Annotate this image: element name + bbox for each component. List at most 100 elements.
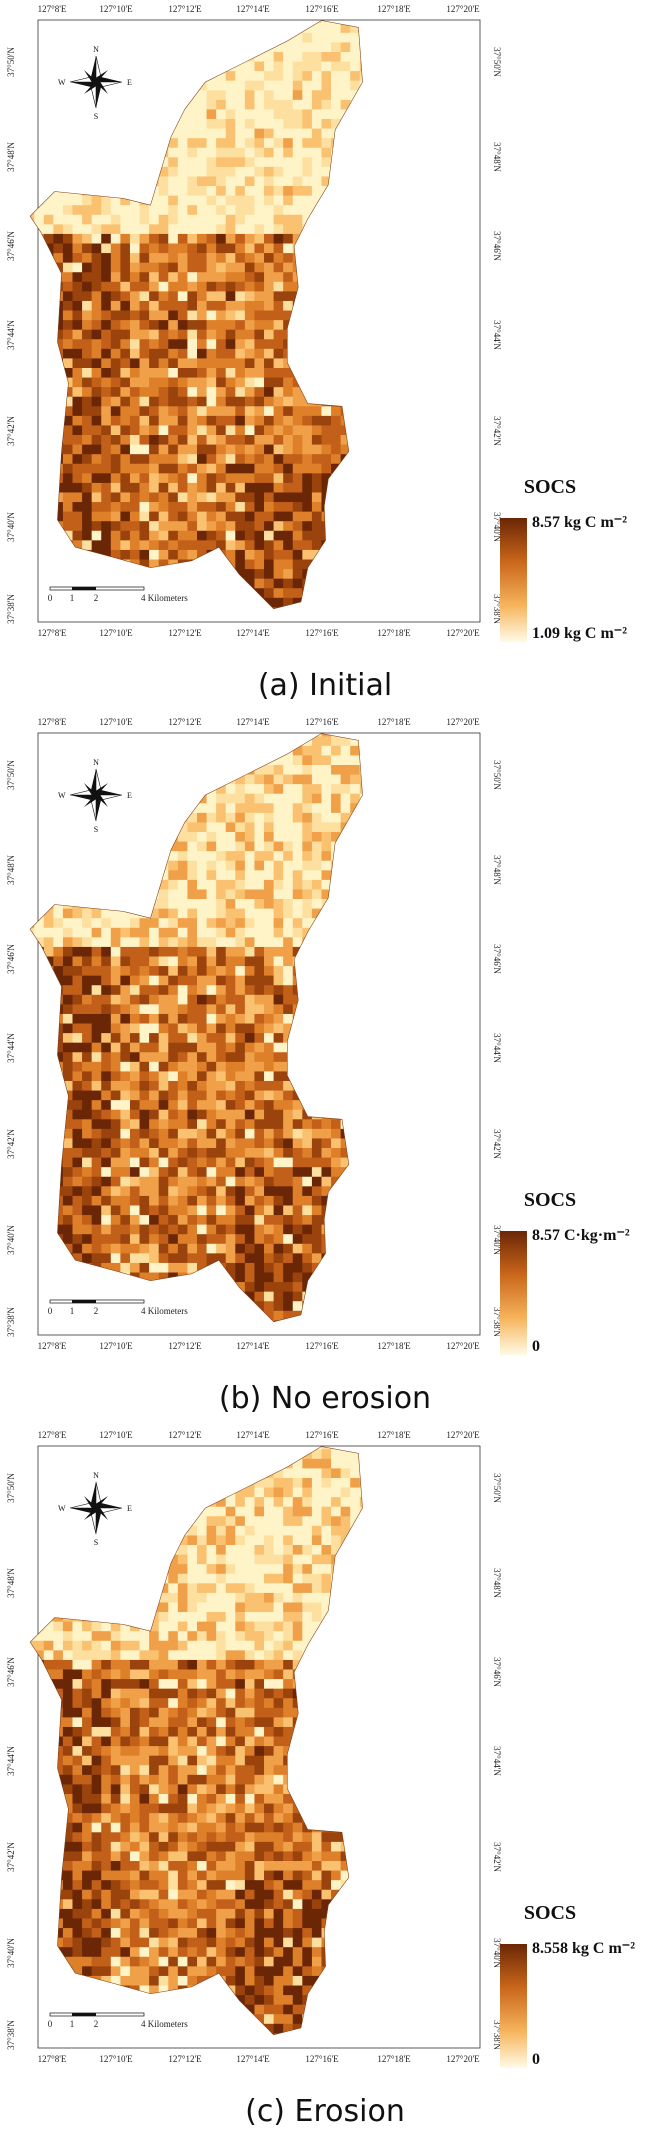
raster-cell [206,774,217,785]
raster-cell [350,1224,361,1235]
raster-cell [120,927,131,938]
raster-cell [149,975,160,986]
raster-cell [350,502,361,513]
raster-cell [359,540,363,551]
raster-cell [149,860,160,871]
raster-cell [34,138,45,149]
raster-cell [196,1138,207,1149]
raster-cell [359,214,363,225]
raster-cell [273,569,284,580]
raster-cell [177,1506,188,1517]
raster-cell [139,377,150,388]
raster-cell [110,406,121,417]
raster-cell [264,1195,275,1206]
raster-cell [72,32,83,43]
raster-cell [53,32,64,43]
raster-cell [311,99,322,110]
raster-cell [82,927,93,938]
raster-cell [359,1148,363,1159]
raster-cell [110,1100,121,1111]
raster-cell [235,1262,246,1273]
raster-cell [292,607,303,609]
raster-cell [110,803,121,814]
raster-cell [34,454,45,465]
raster-cell [283,841,294,852]
raster-cell [34,23,45,34]
raster-cell [244,1262,255,1273]
raster-cell [72,1320,83,1322]
raster-cell [168,1506,179,1517]
raster-cell [273,253,284,264]
raster-cell [177,1061,188,1072]
raster-cell [187,1272,198,1283]
raster-cell [82,851,93,862]
raster-cell [158,243,169,254]
raster-cell [331,454,342,465]
raster-cell [149,1215,160,1226]
raster-cell [53,454,64,465]
raster-cell [292,784,303,795]
raster-cell [120,166,131,177]
raster-cell [340,1253,351,1264]
raster-cell [43,1004,54,1015]
raster-cell [283,860,294,871]
raster-cell [235,1291,246,1302]
raster-cell [82,521,93,532]
raster-cell [91,425,102,436]
raster-cell [34,1157,45,1168]
raster-cell [196,176,207,187]
raster-cell [273,205,284,216]
raster-cell [254,253,265,264]
raster-cell [139,463,150,474]
raster-cell [139,482,150,493]
raster-cell [187,851,198,862]
raster-cell [244,597,255,608]
raster-cell [235,454,246,465]
raster-cell [62,1042,73,1053]
raster-cell [264,1052,275,1063]
raster-cell [139,851,150,862]
raster-cell [110,1186,121,1197]
raster-cell [110,1224,121,1235]
raster-cell [168,745,179,756]
raster-cell [91,233,102,244]
raster-cell [72,1234,83,1245]
raster-cell [206,281,217,292]
raster-cell [196,1109,207,1120]
raster-cell [302,281,313,292]
raster-cell [30,166,35,177]
raster-cell [30,20,35,24]
raster-cell [225,937,236,948]
raster-cell [168,764,179,775]
raster-cell [129,607,140,609]
raster-cell [53,569,64,580]
raster-cell [235,1080,246,1091]
raster-cell [168,1004,179,1015]
raster-cell [225,1148,236,1159]
raster-cell [82,99,93,110]
raster-cell [340,899,351,910]
raster-cell [34,588,45,599]
raster-cell [110,1253,121,1264]
raster-cell [216,51,227,62]
raster-cell [62,435,73,446]
raster-cell [91,733,102,737]
raster-cell [177,320,188,331]
raster-cell [72,1449,83,1460]
raster-cell [206,793,217,804]
raster-cell [340,32,351,43]
raster-cell [331,745,342,756]
raster-cell [254,1272,265,1283]
bottom-lon-label: 127°10'E [99,2054,133,2064]
raster-cell [292,1262,303,1273]
raster-cell [34,985,45,996]
raster-cell [206,851,217,862]
raster-cell [321,1061,332,1072]
raster-cell [196,463,207,474]
raster-cell [139,569,150,580]
raster-cell [62,860,73,871]
raster-cell [177,1516,188,1527]
raster-cell [311,214,322,225]
raster-cell [340,1033,351,1044]
raster-cell [177,803,188,814]
